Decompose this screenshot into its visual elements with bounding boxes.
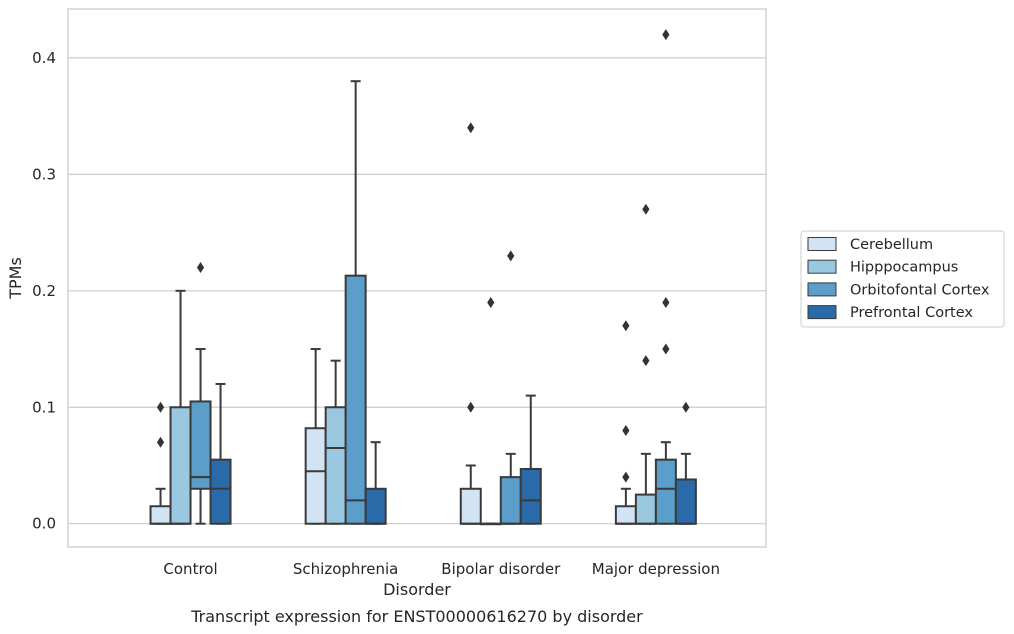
box-plot-marks (149, 29, 697, 526)
legend-label: Prefrontal Cortex (850, 305, 973, 321)
box-group (149, 401, 172, 525)
box-group (654, 29, 677, 525)
box (614, 505, 637, 525)
legend-label: Orbitofontal Cortex (850, 282, 990, 298)
box-group (344, 80, 367, 525)
outlier-point (487, 296, 495, 308)
box (344, 274, 367, 525)
legend-swatch (807, 282, 837, 297)
outlier-point (507, 250, 515, 262)
legend-swatch (807, 259, 837, 274)
box (304, 427, 327, 525)
chart-caption: Transcript expression for ENST0000061627… (190, 607, 643, 626)
box (674, 478, 697, 525)
x-tick-label: Bipolar disorder (441, 560, 561, 578)
box-group (479, 296, 502, 526)
box (519, 467, 542, 525)
outlier-point (196, 262, 205, 274)
box-group (304, 348, 327, 525)
box-group (324, 359, 347, 525)
y-tick-label: 0.0 (32, 515, 56, 533)
box (189, 400, 212, 490)
box-group (209, 382, 232, 525)
outlier-point (467, 401, 475, 413)
y-tick-label: 0.4 (32, 49, 56, 67)
x-ticks: Control Schizophrenia Bipolar disorder Majo… (163, 560, 720, 578)
outlier-point (642, 203, 650, 215)
legend: Cerebellum Hipppocampus Orbitofontal Corte… (800, 230, 1005, 328)
box (324, 406, 347, 525)
box-group (169, 289, 192, 525)
legend-label: Hipppocampus (850, 260, 958, 276)
outlier-point (622, 320, 630, 332)
y-axis-title: TPMs (6, 257, 25, 300)
box-group (674, 401, 697, 525)
legend-frame (800, 230, 1005, 328)
box (634, 493, 657, 525)
legend-label: Cerebellum (850, 237, 933, 253)
box (364, 487, 387, 525)
box-group (519, 394, 542, 525)
box-group (614, 320, 637, 525)
outlier-point (467, 122, 475, 134)
outlier-point (662, 343, 670, 355)
outlier-point (156, 401, 165, 413)
box-group (364, 441, 387, 525)
x-tick-label: Control (163, 560, 217, 578)
box (499, 476, 522, 525)
box (169, 406, 192, 525)
box-group (634, 203, 657, 525)
outlier-point (622, 471, 630, 483)
x-tick-label: Major depression (592, 560, 720, 578)
outlier-point (682, 401, 690, 413)
x-axis-title: Disorder (383, 580, 451, 599)
box (459, 487, 482, 525)
y-tick-label: 0.2 (32, 282, 56, 300)
outlier-point (156, 436, 165, 448)
outlier-point (662, 29, 670, 41)
box (654, 458, 677, 525)
legend-swatch (807, 237, 837, 251)
plot-frame (67, 8, 767, 548)
outlier-point (622, 425, 630, 437)
box (149, 505, 172, 525)
legend-swatch (807, 305, 837, 320)
box-group (499, 250, 522, 525)
outlier-point (662, 296, 670, 308)
box-group (189, 262, 212, 525)
y-tick-label: 0.1 (32, 398, 56, 416)
y-ticks: 0.0 0.1 0.2 0.3 0.4 (32, 49, 56, 533)
y-tick-label: 0.3 (32, 165, 56, 183)
box-group (459, 122, 482, 525)
x-tick-label: Schizophrenia (293, 560, 398, 578)
box (209, 458, 232, 525)
outlier-point (642, 355, 650, 367)
